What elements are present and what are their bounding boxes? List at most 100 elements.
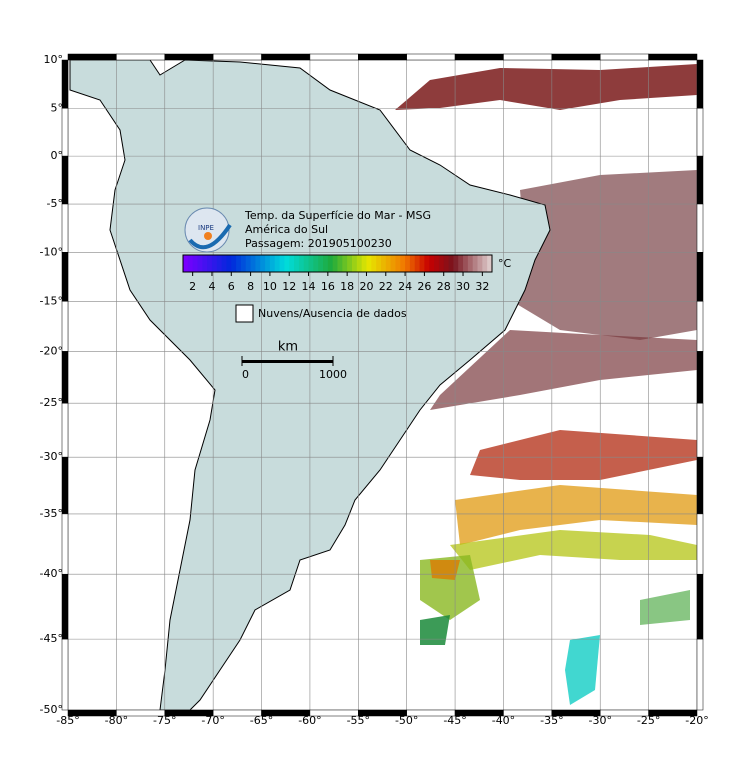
colorbar-cell	[245, 255, 252, 272]
x-tick-label: -65°	[250, 714, 273, 727]
colorbar-cell	[327, 255, 334, 272]
colorbar-label: 12	[282, 280, 296, 293]
colorbar-cell	[419, 255, 425, 272]
colorbar-cell	[414, 255, 421, 272]
colorbar-cell	[240, 255, 247, 272]
logo-dot	[204, 232, 212, 240]
colorbar-cell	[274, 255, 281, 272]
frame-segment	[696, 573, 704, 640]
y-tick-label: 5°	[51, 101, 64, 114]
colorbar-cell	[337, 255, 343, 272]
colorbar-cell	[376, 255, 382, 272]
frame-segment	[696, 402, 704, 458]
colorbar-cell	[269, 255, 276, 272]
colorbar-label: 6	[228, 280, 235, 293]
frame-segment	[67, 53, 117, 61]
colorbar-label: 18	[340, 280, 354, 293]
frame-segment	[61, 638, 69, 711]
frame-segment	[696, 203, 704, 253]
frame-segment	[648, 53, 698, 61]
y-tick-label: -50°	[40, 703, 63, 716]
colorbar-label: 4	[208, 280, 215, 293]
frame-segment	[648, 709, 698, 717]
colorbar-cell	[467, 255, 474, 272]
y-tick-label: -20°	[40, 344, 63, 357]
frame-segment	[696, 351, 704, 404]
colorbar-cell	[400, 255, 406, 272]
frame-segment	[696, 252, 704, 302]
colorbar-cell	[236, 255, 242, 272]
colorbar-cell	[211, 255, 218, 272]
x-tick-label: -40°	[492, 714, 515, 727]
x-tick-label: -25°	[637, 714, 660, 727]
colorbar-cell	[409, 255, 416, 272]
colorbar-cell	[342, 255, 348, 272]
colorbar-cell	[482, 255, 488, 272]
x-tick-label: -55°	[347, 714, 370, 727]
colorbar-cell	[356, 255, 363, 272]
colorbar-cell	[231, 255, 237, 272]
colorbar-label: 20	[359, 280, 373, 293]
colorbar-cell	[298, 255, 305, 272]
colorbar-cell	[434, 255, 440, 272]
colorbar-cell	[318, 255, 324, 272]
frame-segment	[61, 402, 69, 458]
frame-segment	[696, 456, 704, 515]
x-tick-label: -30°	[588, 714, 611, 727]
frame-segment	[116, 53, 166, 61]
y-tick-label: -40°	[40, 567, 63, 580]
colorbar-cell	[250, 255, 256, 272]
y-tick-label: -35°	[40, 507, 63, 520]
colorbar-unit: °C	[498, 257, 512, 270]
frame-segment	[406, 53, 456, 61]
colorbar-cell	[347, 255, 353, 272]
x-tick-label: -85°	[56, 714, 79, 727]
sst-patches	[395, 64, 697, 705]
frame-segment	[61, 513, 69, 575]
colorbar-label: 16	[321, 280, 335, 293]
colorbar-label: 22	[379, 280, 393, 293]
colorbar-cell	[458, 255, 464, 272]
colorbar-cell	[385, 255, 392, 272]
cloud-label: Nuvens/Ausencia de dados	[258, 307, 407, 320]
frame-segment	[358, 53, 407, 61]
frame-segment	[164, 53, 214, 61]
frame-segment	[61, 573, 69, 640]
colorbar-cell	[207, 255, 213, 272]
x-tick-label: -35°	[540, 714, 563, 727]
y-tick-label: 10°	[44, 53, 64, 66]
colorbar-cell	[221, 255, 227, 272]
x-tick-label: -20°	[685, 714, 708, 727]
colorbar-cell	[366, 255, 372, 272]
colorbar-cell	[443, 255, 450, 272]
colorbar-cell	[187, 255, 194, 272]
frame-segment	[212, 53, 262, 61]
y-tick-label: 0°	[51, 149, 64, 162]
y-tick-label: -45°	[40, 632, 63, 645]
colorbar-cell	[438, 255, 445, 272]
title-line: Temp. da Superfície do Mar - MSG	[244, 209, 431, 222]
frame	[61, 53, 704, 717]
colorbar-cell	[323, 255, 329, 272]
y-tick-label: -25°	[40, 396, 63, 409]
colorbar-label: 24	[398, 280, 412, 293]
frame-segment	[696, 301, 704, 352]
frame-segment	[309, 53, 359, 61]
colorbar-cell	[448, 255, 454, 272]
colorbar-cell	[308, 255, 314, 272]
scale-unit: km	[278, 340, 298, 355]
scale-bar	[242, 360, 333, 363]
colorbar-cell	[279, 255, 285, 272]
colorbar-cell	[332, 255, 338, 272]
colorbar-cell	[453, 255, 459, 272]
colorbar-label: 30	[456, 280, 470, 293]
frame-segment	[696, 59, 704, 109]
colorbar-cell	[463, 255, 469, 272]
scale-bar: km 0 1000	[241, 340, 347, 381]
y-tick-label: -15°	[40, 294, 63, 307]
colorbar-cell	[303, 255, 310, 272]
x-tick-label: -45°	[443, 714, 466, 727]
colorbar-label: 10	[263, 280, 277, 293]
title-line: Passagem: 201905100230	[245, 237, 392, 250]
logo-text: INPE	[198, 224, 214, 232]
